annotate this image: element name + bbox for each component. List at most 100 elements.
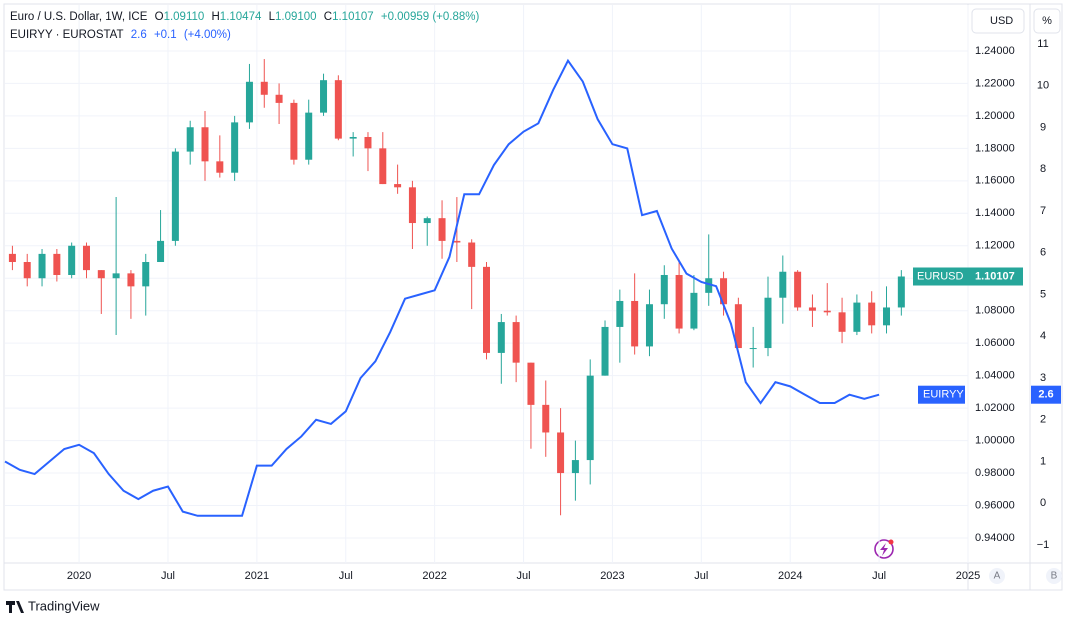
candle-body — [897, 276, 905, 308]
series-tag — [1031, 385, 1061, 404]
candle-body — [808, 307, 816, 311]
candle-body — [527, 362, 535, 405]
candle-body — [157, 240, 165, 263]
candle-body — [275, 94, 283, 103]
candle-body — [616, 300, 624, 327]
y-tick-label: 0.98000 — [975, 467, 1015, 479]
y-tick-label: 1.24000 — [975, 45, 1015, 57]
frame — [3, 3, 1063, 591]
x-tick-label: Jul — [694, 570, 708, 582]
y2-tick-label: −1 — [1037, 539, 1050, 551]
candle-body — [171, 151, 179, 241]
y-tick-label: 1.22000 — [975, 77, 1015, 89]
x-tick-label: 2022 — [422, 570, 446, 582]
x-tick-label: Jul — [517, 570, 531, 582]
change: +0.00959 (+0.88%) — [380, 11, 480, 23]
logo — [6, 601, 24, 613]
unit-box[interactable] — [971, 8, 1025, 34]
indicator-value: 2.6 — [130, 29, 147, 41]
button-b[interactable]: B — [1051, 571, 1058, 582]
candle-body — [8, 253, 16, 263]
candle-body — [794, 271, 802, 308]
candle-body — [231, 122, 239, 173]
y2-tick-label: 11 — [1037, 38, 1048, 50]
header-row: Euro / U.S. Dollar, 1W, ICE O1.09110 H1.… — [10, 11, 483, 23]
candle-body — [705, 278, 713, 293]
candle-body — [883, 307, 891, 326]
candle-body — [557, 432, 565, 474]
candle-body — [823, 310, 831, 313]
candle-body — [216, 161, 224, 173]
alert-icon-bolt — [880, 543, 888, 556]
l-label: L — [268, 11, 275, 23]
candle-body — [675, 274, 683, 329]
candle-body — [127, 273, 135, 287]
candle-body — [53, 253, 61, 275]
y2-tick-label: 8 — [1040, 163, 1046, 175]
candle-body — [586, 375, 594, 461]
x-tick-label: Jul — [872, 570, 886, 582]
button-bg[interactable] — [989, 568, 1005, 584]
candle-body — [379, 148, 387, 185]
candle-body — [186, 127, 194, 152]
indicator-pct: (+4.00%) — [183, 29, 231, 41]
series-tag-value: 2.6 — [1038, 389, 1053, 401]
candle-body — [394, 184, 402, 188]
price-unit: USD — [990, 15, 1013, 27]
candle-body — [571, 460, 579, 474]
unit-box[interactable] — [1033, 8, 1061, 34]
candle-body — [82, 245, 90, 271]
y2-tick-label: 9 — [1040, 121, 1046, 133]
candle-body — [320, 80, 328, 113]
candle-body — [660, 274, 668, 305]
symbol: Euro / U.S. Dollar, 1W, ICE — [10, 11, 148, 23]
candle-body — [838, 312, 846, 332]
y2-tick-label: 6 — [1040, 247, 1046, 259]
y-tick-label: 1.20000 — [975, 110, 1015, 122]
indicator: EUIRYY · EUROSTAT — [10, 29, 124, 41]
candle-body — [349, 136, 357, 139]
y-tick-label: 1.16000 — [975, 175, 1015, 187]
candle-body — [868, 302, 876, 326]
y-tick-label: 1.08000 — [975, 305, 1015, 317]
open: 1.09110 — [163, 11, 205, 23]
candle-body — [38, 253, 46, 279]
candle-body — [201, 127, 209, 162]
high: 1.10474 — [219, 11, 262, 23]
candle-body — [438, 218, 446, 241]
y-tick-label: 1.18000 — [975, 142, 1015, 154]
candle-body — [690, 292, 698, 329]
candle-body — [853, 302, 861, 332]
y2-tick-label: 1 — [1040, 455, 1046, 467]
y-tick-label: 1.02000 — [975, 402, 1015, 414]
alert-icon[interactable] — [874, 539, 894, 559]
candle-body — [453, 240, 461, 243]
candle-body — [779, 271, 787, 298]
series-tag-name: EUIRYY — [923, 389, 964, 401]
y2-tick-label: 10 — [1037, 80, 1049, 92]
line-series — [4, 58, 880, 517]
low: 1.09100 — [274, 11, 317, 23]
price-tag — [913, 267, 1023, 286]
y2-tick-label: 3 — [1040, 372, 1046, 384]
indicator-row: EUIRYY · EUROSTAT 2.6 +0.1 (+4.00%) — [10, 29, 235, 41]
candle-body — [601, 326, 609, 376]
candle-body — [512, 322, 520, 363]
candle-body — [631, 300, 639, 347]
candle-body — [142, 262, 150, 287]
price-tag-value: 1.10107 — [975, 270, 1015, 282]
y-tick-label: 0.96000 — [975, 499, 1015, 511]
button-bg[interactable] — [1046, 568, 1062, 584]
button-a[interactable]: A — [994, 571, 1001, 582]
candle-body — [245, 81, 253, 123]
alert-dot — [888, 539, 894, 545]
candle-body — [423, 218, 431, 224]
candle-body — [542, 404, 550, 433]
candle-body — [749, 348, 757, 350]
x-tick-label: 2020 — [67, 570, 91, 582]
price-tag-name: EURUSD — [917, 270, 964, 282]
footer: TradingView — [28, 598, 100, 613]
x-tick-label: 2024 — [778, 570, 802, 582]
